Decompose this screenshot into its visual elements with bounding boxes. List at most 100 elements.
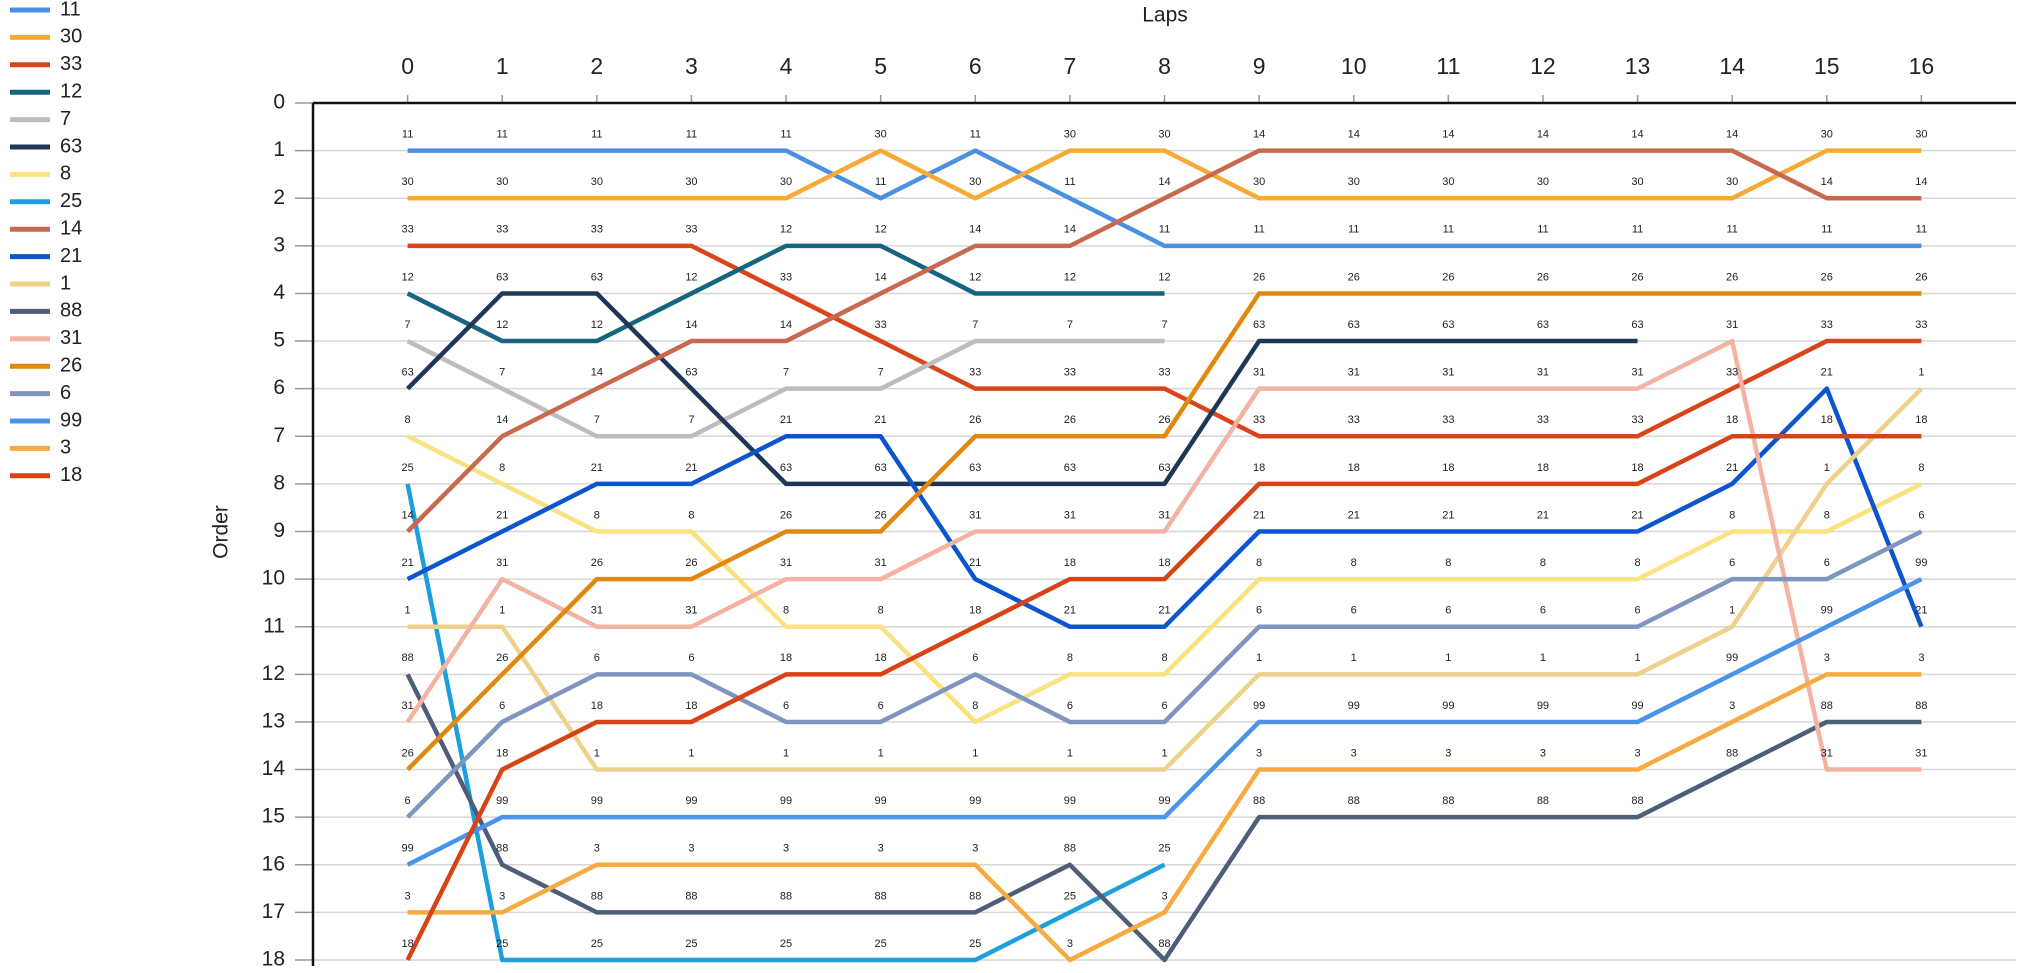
point-label: 18 bbox=[591, 700, 603, 712]
point-label: 11 bbox=[875, 176, 886, 188]
point-label: 6 bbox=[1256, 605, 1262, 617]
x-tick-label: 3 bbox=[685, 53, 698, 79]
point-label: 14 bbox=[1631, 129, 1643, 141]
point-label: 31 bbox=[1821, 747, 1833, 759]
point-label: 63 bbox=[1537, 319, 1549, 331]
point-label: 18 bbox=[1348, 462, 1360, 474]
point-label: 30 bbox=[496, 176, 508, 188]
point-label: 25 bbox=[969, 938, 981, 950]
point-label: 30 bbox=[1631, 176, 1643, 188]
point-label: 33 bbox=[1631, 414, 1643, 426]
point-label: 14 bbox=[1915, 176, 1927, 188]
point-label: 88 bbox=[1821, 700, 1833, 712]
point-label: 21 bbox=[1348, 509, 1360, 521]
x-tick-label: 2 bbox=[590, 53, 603, 79]
point-label: 14 bbox=[780, 319, 792, 331]
point-label: 1 bbox=[405, 605, 411, 617]
point-label: 1 bbox=[1067, 747, 1073, 759]
point-label: 26 bbox=[969, 414, 981, 426]
point-label: 21 bbox=[591, 462, 603, 474]
point-label: 30 bbox=[1537, 176, 1549, 188]
point-label: 8 bbox=[1824, 509, 1830, 521]
series-line bbox=[406, 434, 1923, 725]
point-label: 30 bbox=[969, 176, 981, 188]
point-label: 1 bbox=[594, 747, 600, 759]
point-label: 3 bbox=[594, 843, 600, 855]
point-label: 88 bbox=[1158, 938, 1170, 950]
legend-label: 6 bbox=[60, 382, 71, 404]
point-label: 30 bbox=[1442, 176, 1454, 188]
x-tick-label: 11 bbox=[1436, 53, 1460, 79]
point-label: 21 bbox=[969, 557, 981, 569]
point-label: 99 bbox=[1442, 700, 1454, 712]
point-label: 33 bbox=[875, 319, 887, 331]
point-label: 31 bbox=[591, 605, 603, 617]
y-tick-label: 6 bbox=[273, 376, 285, 399]
point-label: 6 bbox=[1161, 700, 1167, 712]
point-label: 1 bbox=[1351, 652, 1357, 664]
point-label: 11 bbox=[1064, 176, 1075, 188]
point-label: 6 bbox=[1918, 509, 1924, 521]
legend-label: 21 bbox=[60, 245, 82, 267]
point-label: 63 bbox=[1253, 319, 1265, 331]
point-label: 33 bbox=[1726, 367, 1738, 379]
point-label: 7 bbox=[1161, 319, 1167, 331]
point-label: 26 bbox=[1348, 271, 1360, 283]
point-label: 6 bbox=[405, 795, 411, 807]
legend-label: 63 bbox=[60, 135, 82, 157]
point-label: 88 bbox=[780, 890, 792, 902]
point-label: 88 bbox=[1915, 700, 1927, 712]
point-label: 1 bbox=[688, 747, 694, 759]
point-label: 12 bbox=[1064, 271, 1076, 283]
point-label: 18 bbox=[685, 700, 697, 712]
point-label: 88 bbox=[1348, 795, 1360, 807]
series-line bbox=[406, 338, 1165, 439]
point-label: 30 bbox=[1064, 129, 1076, 141]
point-label: 11 bbox=[1821, 224, 1832, 236]
point-label: 7 bbox=[878, 367, 884, 379]
point-label: 12 bbox=[401, 271, 413, 283]
point-label: 8 bbox=[1161, 652, 1167, 664]
legend-label: 33 bbox=[60, 53, 82, 75]
point-label: 30 bbox=[401, 176, 413, 188]
point-label: 18 bbox=[1064, 557, 1076, 569]
y-tick-label: 1 bbox=[273, 138, 285, 161]
point-label: 88 bbox=[685, 890, 697, 902]
point-label: 18 bbox=[780, 652, 792, 664]
series-line bbox=[406, 291, 1922, 772]
point-label: 26 bbox=[1064, 414, 1076, 426]
point-label: 12 bbox=[496, 319, 508, 331]
point-label: 14 bbox=[1158, 176, 1170, 188]
point-label: 26 bbox=[875, 509, 887, 521]
point-label: 7 bbox=[688, 414, 694, 426]
point-label: 8 bbox=[1918, 462, 1924, 474]
point-label: 8 bbox=[405, 414, 411, 426]
point-label: 1 bbox=[1729, 605, 1735, 617]
point-label: 21 bbox=[1726, 462, 1738, 474]
point-label: 88 bbox=[875, 890, 887, 902]
point-label: 26 bbox=[1253, 271, 1265, 283]
point-label: 6 bbox=[688, 652, 694, 664]
point-label: 3 bbox=[783, 843, 789, 855]
y-tick-label: 4 bbox=[273, 281, 285, 304]
point-label: 18 bbox=[1253, 462, 1265, 474]
point-label: 3 bbox=[1540, 747, 1546, 759]
point-label: 12 bbox=[969, 271, 981, 283]
point-label: 12 bbox=[591, 319, 603, 331]
series-line bbox=[405, 338, 1922, 772]
point-label: 26 bbox=[1631, 271, 1643, 283]
series-line bbox=[407, 148, 1922, 249]
point-label: 18 bbox=[1158, 557, 1170, 569]
point-label: 26 bbox=[1442, 271, 1454, 283]
series-line bbox=[405, 434, 1922, 962]
point-label: 3 bbox=[1351, 747, 1357, 759]
series-line bbox=[407, 148, 1922, 201]
series-line bbox=[405, 673, 1922, 963]
point-label: 18 bbox=[1631, 462, 1643, 474]
point-label: 11 bbox=[1159, 224, 1170, 236]
point-label: 33 bbox=[685, 224, 697, 236]
point-label: 30 bbox=[780, 176, 792, 188]
point-label: 21 bbox=[1821, 367, 1833, 379]
y-tick-label: 8 bbox=[273, 471, 285, 494]
point-label: 26 bbox=[685, 557, 697, 569]
